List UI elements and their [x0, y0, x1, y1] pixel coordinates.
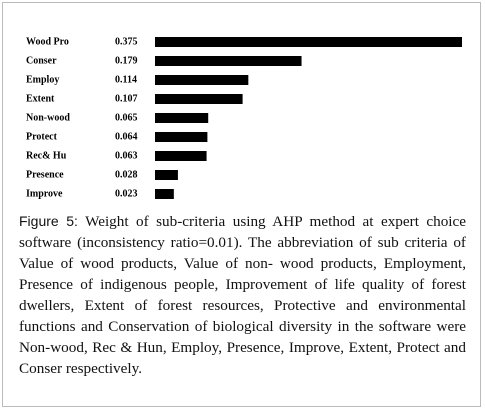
- category-label: Non-wood: [26, 112, 70, 123]
- bar: [155, 170, 178, 180]
- figure: Wood Pro 0.375 Conser 0.179 Employ 0.114 Exten…: [2, 2, 481, 407]
- bar: [155, 56, 302, 66]
- category-label: Employ: [26, 74, 59, 85]
- value-label: 0.064: [115, 131, 138, 142]
- category-label: Wood Pro: [26, 36, 69, 47]
- category-label: Rec& Hu: [26, 150, 67, 161]
- category-label: Conser: [26, 55, 57, 66]
- bar: [155, 132, 208, 142]
- value-label: 0.179: [115, 55, 138, 66]
- bar: [155, 37, 462, 47]
- category-label: Protect: [26, 131, 58, 142]
- bar: [155, 189, 174, 199]
- bar: [155, 94, 243, 104]
- category-label: Presence: [26, 169, 64, 180]
- value-label: 0.063: [115, 150, 138, 161]
- category-label: Extent: [26, 93, 55, 104]
- value-label: 0.065: [115, 112, 138, 123]
- value-label: 0.028: [115, 169, 138, 180]
- category-label: Improve: [26, 188, 63, 199]
- bar: [155, 113, 209, 123]
- value-label: 0.375: [115, 36, 138, 47]
- caption-label: Figure 5:: [19, 213, 78, 229]
- caption-text: Weight of sub-criteria using AHP method …: [19, 213, 466, 377]
- value-label: 0.114: [115, 74, 137, 85]
- chart: Wood Pro 0.375 Conser 0.179 Employ 0.114 Exten…: [26, 36, 462, 199]
- bar: [155, 75, 249, 85]
- value-label: 0.023: [115, 188, 138, 199]
- value-label: 0.107: [115, 93, 138, 104]
- caption: Figure 5: Weight of sub-criteria using A…: [19, 211, 466, 379]
- bar: [155, 151, 207, 161]
